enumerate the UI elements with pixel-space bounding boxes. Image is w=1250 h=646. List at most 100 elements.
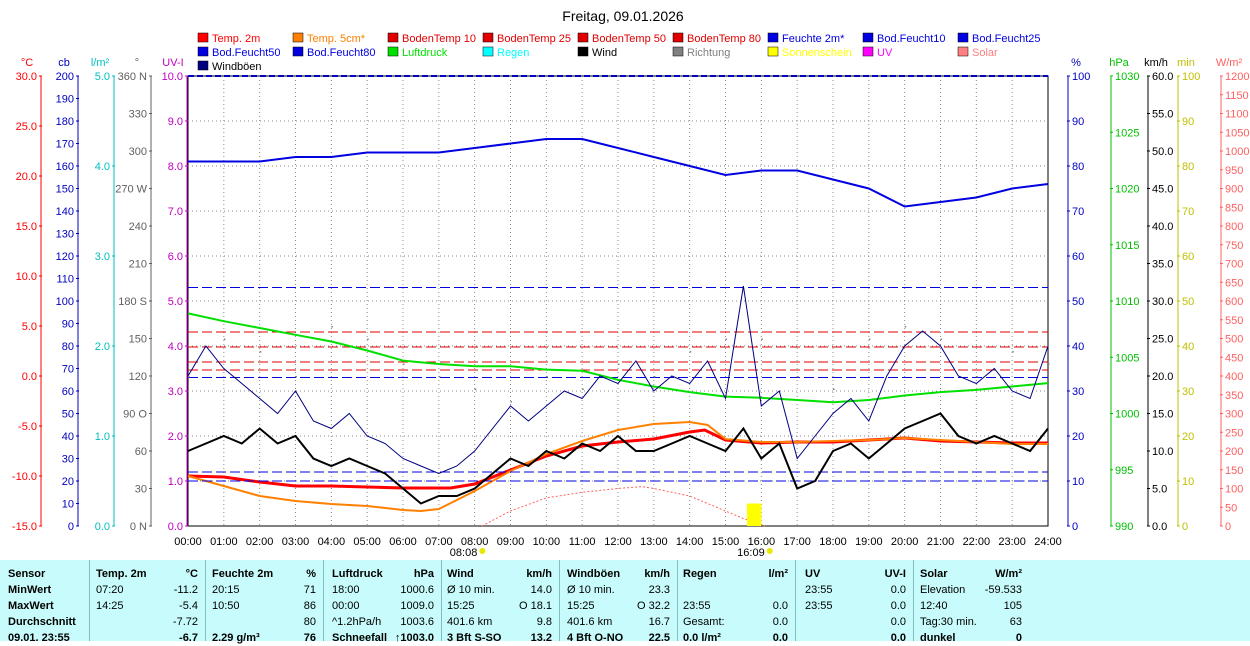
row-durchschnitt-gust-value: 16.7 xyxy=(648,616,670,628)
legend-label: Solar xyxy=(972,47,998,59)
table-header-gust: Windböen xyxy=(567,568,621,580)
row-maxwert-humidity-value: 86 xyxy=(303,600,316,612)
table-header-humidity-value: % xyxy=(306,568,316,580)
x-tick-label: 09:00 xyxy=(497,536,525,548)
table-header-rain-value: l/m² xyxy=(768,568,788,580)
y-tick-label: 150 xyxy=(56,184,74,196)
row-current-sensor: 09.01. 23:55 xyxy=(8,632,70,644)
y-tick-label: 100 xyxy=(1225,484,1243,496)
row-current-pressure: Schneefall xyxy=(332,632,388,644)
series-richtung-point xyxy=(188,376,190,378)
sunrise-icon xyxy=(479,548,486,554)
row-durchschnitt-humidity-value: 80 xyxy=(303,616,316,628)
row-maxwert-pressure: 00:00 xyxy=(332,600,360,612)
table-header-pressure: Luftdruck xyxy=(332,568,383,580)
y-tick-label: 1150 xyxy=(1225,90,1249,102)
series-richtung-point xyxy=(259,351,262,353)
series-richtung-point xyxy=(976,376,978,378)
table-header-wind: Wind xyxy=(447,568,474,580)
x-tick-label: 11:00 xyxy=(569,536,596,548)
y-tick-label: 0.0 xyxy=(168,521,183,533)
y-tick-label: 250 xyxy=(1225,427,1243,439)
y-tick-label: 850 xyxy=(1225,202,1243,214)
row-current-solar: dunkel xyxy=(920,632,956,644)
y-tick-label: -10.0 xyxy=(12,471,37,483)
y-tick-label: 70 xyxy=(62,364,74,376)
series-richtung-point xyxy=(438,376,441,378)
legend-label: Feuchte 2m* xyxy=(782,33,845,45)
y-tick-label: 150 xyxy=(1225,465,1243,477)
y-tick-label: 330 xyxy=(129,109,147,121)
y-tick-label: 0.0 xyxy=(22,371,37,383)
row-minwert-gust: Ø 10 min. xyxy=(567,584,615,596)
axis-unit-label: °C xyxy=(21,57,33,69)
y-tick-label: 60 xyxy=(62,386,74,398)
y-tick-label: 0 N xyxy=(130,521,147,533)
legend-swatch xyxy=(387,32,399,43)
legend-swatch xyxy=(387,46,399,57)
y-tick-label: 1050 xyxy=(1225,127,1249,139)
table-header-solar-value: W/m² xyxy=(995,568,1022,580)
row-maxwert-uv: 23:55 xyxy=(805,600,833,612)
table-divider xyxy=(89,560,90,641)
table-divider xyxy=(559,560,560,641)
legend-swatch xyxy=(577,32,589,43)
y-tick-label: 9.0 xyxy=(168,116,183,128)
y-tick-label: 5.0 xyxy=(22,321,37,333)
y-tick-label: 650 xyxy=(1225,277,1243,289)
y-tick-label: 200 xyxy=(56,71,74,83)
series-richtung-point xyxy=(510,401,512,403)
chart-series xyxy=(187,138,1050,527)
row-current-humidity-value: 76 xyxy=(303,632,316,644)
y-tick-label: 50 xyxy=(1182,296,1194,308)
y-tick-label: 80 xyxy=(1182,161,1194,173)
y-tick-label: 5.0 xyxy=(95,71,110,83)
x-tick-label: 01:00 xyxy=(210,536,238,548)
y-tick-label: 360 N xyxy=(118,71,147,83)
y-tick-label: 25.0 xyxy=(16,121,37,133)
y-tick-label: 180 S xyxy=(118,296,147,308)
y-tick-label: 90 xyxy=(62,319,74,331)
legend-swatch xyxy=(482,32,494,43)
x-tick-label: 13:00 xyxy=(640,536,668,548)
y-tick-label: 350 xyxy=(1225,390,1243,402)
y-tick-label: 130 xyxy=(56,229,74,241)
y-tick-label: 60 xyxy=(1182,251,1194,263)
x-tick-label: 15:00 xyxy=(712,536,740,548)
legend-label: UV xyxy=(877,47,893,59)
row-minwert-uv: 23:55 xyxy=(805,584,833,596)
y-tick-label: 90 xyxy=(1072,116,1084,128)
row-current-temp-value: -6.7 xyxy=(179,632,198,644)
y-tick-label: 8.0 xyxy=(168,161,183,173)
row-minwert-solar-value: -59.533 xyxy=(984,584,1022,596)
y-tick-label: 140 xyxy=(56,206,74,218)
y-tick-label: 550 xyxy=(1225,315,1243,327)
row-maxwert-temp: 14:25 xyxy=(96,600,124,612)
legend-label: Temp. 2m xyxy=(212,33,260,45)
row-maxwert-humidity: 10:50 xyxy=(212,600,240,612)
y-tick-label: 160 xyxy=(56,161,74,173)
table-header-temp: Temp. 2m xyxy=(96,568,147,580)
y-tick-label: 90 xyxy=(1182,116,1194,128)
x-tick-label: 03:00 xyxy=(282,536,310,548)
y-tick-label: 450 xyxy=(1225,352,1243,364)
series-richtung-point xyxy=(940,338,942,340)
row-minwert-solar: Elevation xyxy=(920,584,966,596)
legend-label: Sonnenschein xyxy=(782,47,852,59)
series-richtung-point xyxy=(1012,351,1014,353)
row-durchschnitt-wind-value: 9.8 xyxy=(536,616,552,628)
y-tick-label: 80 xyxy=(1072,161,1084,173)
y-tick-label: 1020 xyxy=(1115,184,1139,196)
row-durchschnitt-solar-value: 63 xyxy=(1009,616,1022,628)
series-sonnenschein-bar xyxy=(747,503,762,526)
row-durchschnitt-solar: Tag:30 min. xyxy=(920,616,977,628)
y-tick-label: 400 xyxy=(1225,371,1243,383)
y-tick-label: 100 xyxy=(1072,71,1090,83)
y-tick-label: 25.0 xyxy=(1152,334,1173,346)
legend-swatch xyxy=(672,46,684,57)
y-tick-label: 20.0 xyxy=(1152,371,1173,383)
legend-swatch xyxy=(577,46,589,57)
y-tick-label: -5.0 xyxy=(18,421,37,433)
row-minwert-wind: Ø 10 min. xyxy=(447,584,495,596)
legend-swatch xyxy=(292,46,304,57)
